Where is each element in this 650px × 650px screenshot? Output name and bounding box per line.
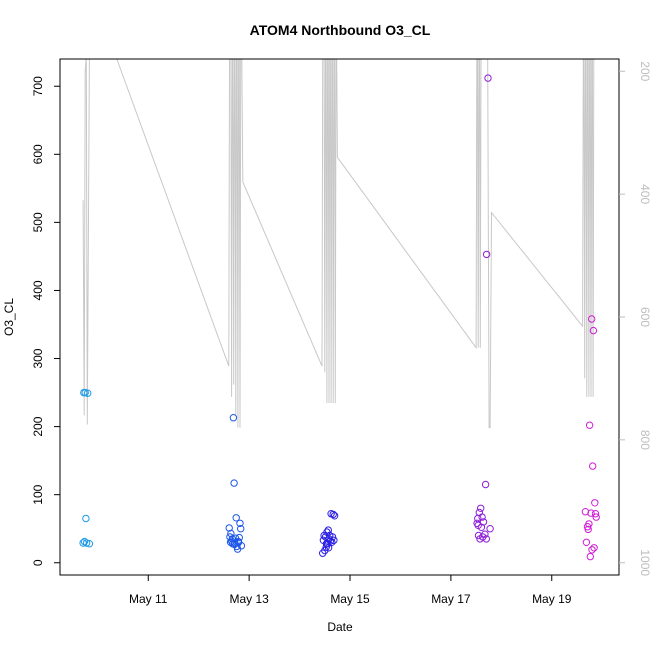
data-point	[482, 535, 490, 543]
chart-title: ATOM4 Northbound O3_CL	[250, 22, 431, 38]
y2-tick-label: 800	[638, 430, 650, 450]
data-point	[591, 499, 599, 507]
x-tick-label: May 11	[129, 592, 168, 606]
data-point	[329, 510, 337, 519]
data-point	[232, 514, 240, 522]
data-point	[474, 521, 482, 529]
x-tick-label: May 17	[431, 592, 471, 606]
data-point	[584, 525, 592, 534]
data-point	[330, 512, 339, 520]
data-point	[328, 538, 336, 546]
data-point	[324, 544, 333, 552]
data-point	[85, 540, 94, 548]
data-point	[590, 544, 598, 552]
data-point	[478, 513, 486, 521]
data-point	[585, 520, 593, 528]
data-point	[82, 539, 91, 547]
plot-frame	[59, 58, 620, 576]
y-tick-label: 0	[31, 559, 45, 566]
data-point	[230, 540, 239, 549]
data-point	[475, 508, 483, 517]
secondary-series-layer	[82, 59, 595, 429]
data-point	[237, 525, 245, 533]
data-point	[482, 250, 491, 259]
y2-tick-label: 600	[638, 307, 650, 327]
points-layer	[79, 74, 600, 561]
x-axis: May 11 May 13 May 15 May 17 May 19	[129, 575, 572, 606]
secondary-series-line	[82, 59, 595, 429]
data-point	[591, 510, 600, 518]
y-tick-label: 300	[31, 348, 45, 368]
y2-tick-label: 1000	[638, 549, 650, 576]
data-point	[582, 538, 591, 546]
data-point	[328, 533, 337, 541]
data-point	[481, 530, 489, 538]
data-point	[581, 508, 590, 516]
y-tick-label: 400	[31, 280, 45, 300]
y-axis: 0 100 200 300 400 500 600 700	[31, 76, 60, 566]
data-point	[235, 533, 244, 542]
x-tick-label: May 15	[330, 592, 370, 606]
data-point	[588, 315, 596, 323]
y2-tick-label: 400	[638, 184, 650, 204]
data-point	[477, 504, 485, 512]
data-point	[236, 519, 244, 527]
y-tick-label: 700	[31, 76, 45, 96]
y-tick-label: 200	[31, 416, 45, 436]
data-point	[322, 540, 331, 548]
data-point	[324, 526, 332, 534]
y-tick-label: 500	[31, 212, 45, 232]
data-point	[486, 525, 494, 533]
data-point	[80, 537, 89, 546]
data-point	[585, 421, 594, 429]
y-tick-label: 600	[31, 144, 45, 164]
data-point	[586, 552, 594, 561]
data-point	[321, 533, 330, 541]
data-point	[484, 74, 492, 82]
data-point	[588, 546, 596, 554]
y-axis-label: O3_CL	[2, 298, 16, 336]
y-tick-label: 100	[31, 484, 45, 504]
x-tick-label: May 19	[532, 592, 572, 606]
x-tick-label: May 13	[229, 592, 269, 606]
data-point	[84, 389, 92, 397]
data-point	[227, 529, 235, 538]
data-point	[589, 462, 597, 470]
data-point	[330, 536, 338, 544]
data-point	[229, 414, 238, 422]
data-point	[592, 513, 600, 521]
y2-axis: 200 400 600 800 1000	[619, 61, 650, 576]
data-point	[226, 538, 235, 546]
data-point	[479, 518, 488, 526]
x-axis-label: Date	[327, 620, 353, 634]
y2-tick-label: 200	[638, 61, 650, 81]
data-point	[226, 533, 234, 541]
data-point	[82, 514, 90, 523]
data-point	[589, 326, 598, 335]
data-point	[481, 480, 490, 489]
data-point	[587, 509, 595, 517]
data-point	[230, 479, 238, 487]
